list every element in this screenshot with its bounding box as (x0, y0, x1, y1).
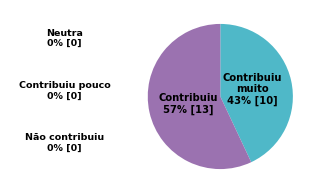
Wedge shape (148, 24, 251, 169)
Text: Contribuiu
muito
43% [10]: Contribuiu muito 43% [10] (223, 73, 282, 106)
Wedge shape (220, 24, 293, 162)
Text: Contribuiu pouco
0% [0]: Contribuiu pouco 0% [0] (19, 81, 111, 100)
Text: Contribuiu
57% [13]: Contribuiu 57% [13] (159, 93, 218, 115)
Text: Não contribuiu
0% [0]: Não contribuiu 0% [0] (25, 133, 104, 152)
Text: Neutra
0% [0]: Neutra 0% [0] (46, 29, 83, 48)
